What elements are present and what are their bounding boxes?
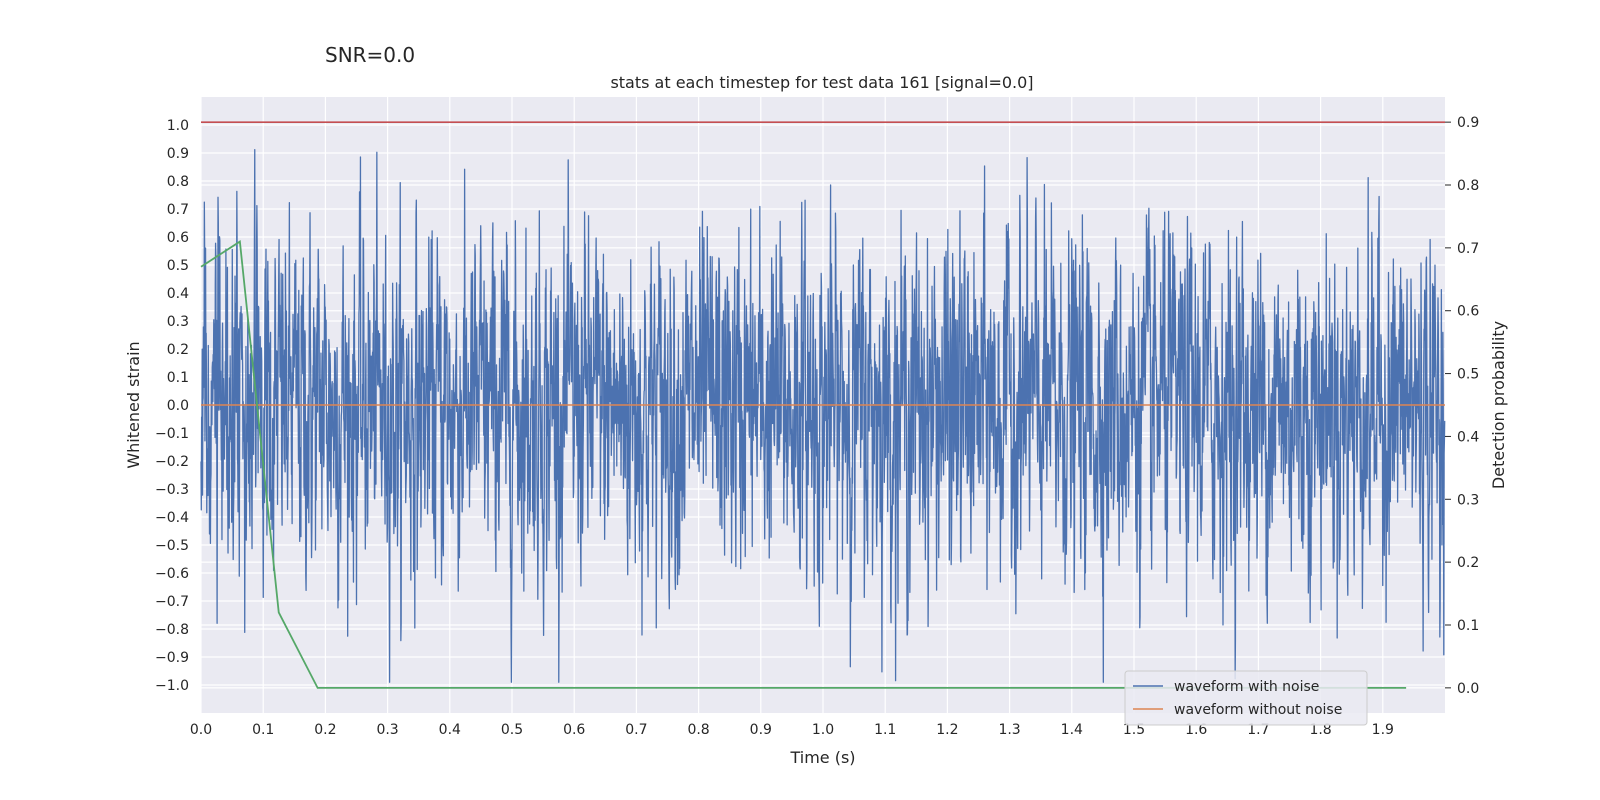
y2-tick-label: 0.5 [1457,367,1479,383]
legend-label-clean: waveform without noise [1174,702,1342,718]
y-tick-label: 0.8 [167,174,189,190]
x-tick-label: 0.3 [376,722,398,738]
y-axis-ticks: 1.0 0.9 0.8 0.7 0.6 0.5 0.4 0.3 0.2 0.1 0.0 −0.1 −0.… [155,118,189,694]
y-tick-label: 0.9 [167,146,189,162]
suptitle: SNR=0.0 [325,43,415,67]
x-axis-label: Time (s) [789,748,855,767]
x-tick-label: 1.3 [998,722,1020,738]
y-tick-label: 0.1 [167,370,189,386]
x-tick-label: 0.0 [190,722,212,738]
chart-title: stats at each timestep for test data 161… [610,73,1033,92]
legend-box [1124,670,1368,726]
y2-axis-ticks: 0.9 0.8 0.7 0.6 0.5 0.4 0.3 0.2 0.1 0.0 [1445,115,1479,697]
series-waveform-with-noise [200,148,1446,683]
x-tick-label: 0.6 [563,722,585,738]
series-detection-probability [200,240,1407,689]
x-tick-label: 0.7 [625,722,647,738]
y-tick-label: 0.0 [167,398,189,414]
y-tick-label: −0.9 [155,650,189,666]
y-tick-label: −0.2 [155,454,189,470]
x-tick-label: 1.0 [812,722,834,738]
x-tick-label: 0.4 [439,722,461,738]
x-tick-label: 1.1 [874,722,896,738]
y2-tick-label: 0.6 [1457,304,1479,320]
noise-line [200,148,1446,683]
y-tick-label: −0.5 [155,538,189,554]
y-tick-label: −0.7 [155,594,189,610]
x-tick-label: 1.4 [1061,722,1083,738]
y2-tick-label: 0.2 [1457,555,1479,571]
y-tick-label: −0.1 [155,426,189,442]
x-axis-ticks: 0.0 0.1 0.2 0.3 0.4 0.5 0.6 0.7 0.8 0.9 1.0 1.1 1.2 1… [190,722,1394,738]
y-tick-label: 0.7 [167,202,189,218]
y-tick-label: −1.0 [155,678,189,694]
y-tick-label: −0.4 [155,510,189,526]
y-tick-label: 0.4 [167,286,189,302]
legend: waveform with noise waveform without noi… [1124,670,1368,726]
y-tick-label: 0.6 [167,230,189,246]
x-tick-label: 1.5 [1123,722,1145,738]
y2-tick-label: 0.1 [1457,618,1479,634]
x-tick-label: 1.7 [1247,722,1269,738]
x-tick-label: 1.9 [1372,722,1394,738]
y-tick-label: −0.6 [155,566,189,582]
x-tick-label: 0.9 [750,722,772,738]
y-axis-label: Whitened strain [124,341,143,468]
y2-tick-label: 0.9 [1457,115,1479,131]
y-tick-label: 1.0 [167,118,189,134]
y-tick-label: 0.2 [167,342,189,358]
x-tick-label: 0.2 [314,722,336,738]
y-tick-label: −0.8 [155,622,189,638]
x-tick-label: 1.2 [936,722,958,738]
y-tick-label: 0.5 [167,258,189,274]
y2-tick-label: 0.3 [1457,492,1479,508]
x-tick-label: 0.1 [252,722,274,738]
x-tick-label: 0.5 [501,722,523,738]
y2-tick-label: 0.7 [1457,241,1479,257]
legend-label-noise: waveform with noise [1174,679,1319,695]
y2-tick-label: 0.0 [1457,681,1479,697]
y2-tick-label: 0.4 [1457,429,1479,445]
y2-tick-label: 0.8 [1457,178,1479,194]
y-tick-label: −0.3 [155,482,189,498]
y-tick-label: 0.3 [167,314,189,330]
x-tick-label: 1.6 [1185,722,1207,738]
x-tick-label: 1.8 [1309,722,1331,738]
x-tick-label: 0.8 [687,722,709,738]
y2-axis-label: Detection probability [1489,321,1508,489]
probability-line [200,240,1407,689]
